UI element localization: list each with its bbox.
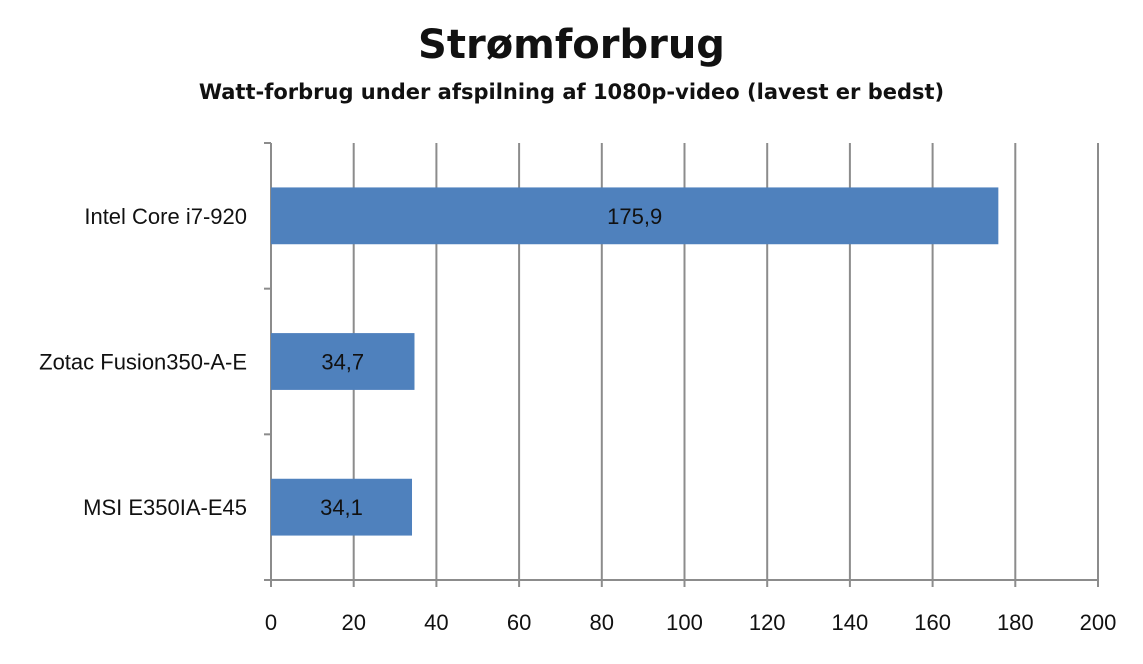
x-tick-label: 0	[265, 610, 277, 635]
category-label: Zotac Fusion350-A-E	[39, 350, 247, 375]
bar	[271, 478, 413, 536]
chart-subtitle: Watt-forbrug under afspilning af 1080p-v…	[198, 80, 945, 104]
x-tick-label: 60	[507, 610, 531, 635]
data-label: 34,7	[321, 350, 364, 375]
bar	[271, 333, 415, 390]
bars	[271, 187, 999, 536]
chart-title: Strømforbrug	[418, 22, 725, 68]
x-tick-label: 180	[997, 610, 1034, 635]
bar	[271, 187, 999, 245]
x-tick-label: 160	[914, 610, 951, 635]
x-tick-label: 140	[832, 610, 869, 635]
category-label: Intel Core i7-920	[84, 204, 247, 229]
labels: 0 20 40 60 80 100 120 140 160 180 200 Intel Core i7…	[39, 204, 1116, 635]
data-label: 175,9	[607, 204, 662, 229]
x-tick-label: 80	[590, 610, 614, 635]
x-tick-label: 200	[1080, 610, 1117, 635]
x-tick-label: 20	[341, 610, 365, 635]
data-label: 34,1	[320, 495, 363, 520]
x-tick-label: 100	[666, 610, 703, 635]
category-label: MSI E350IA-E45	[83, 495, 247, 520]
x-tick-label: 120	[749, 610, 786, 635]
x-tick-label: 40	[424, 610, 448, 635]
